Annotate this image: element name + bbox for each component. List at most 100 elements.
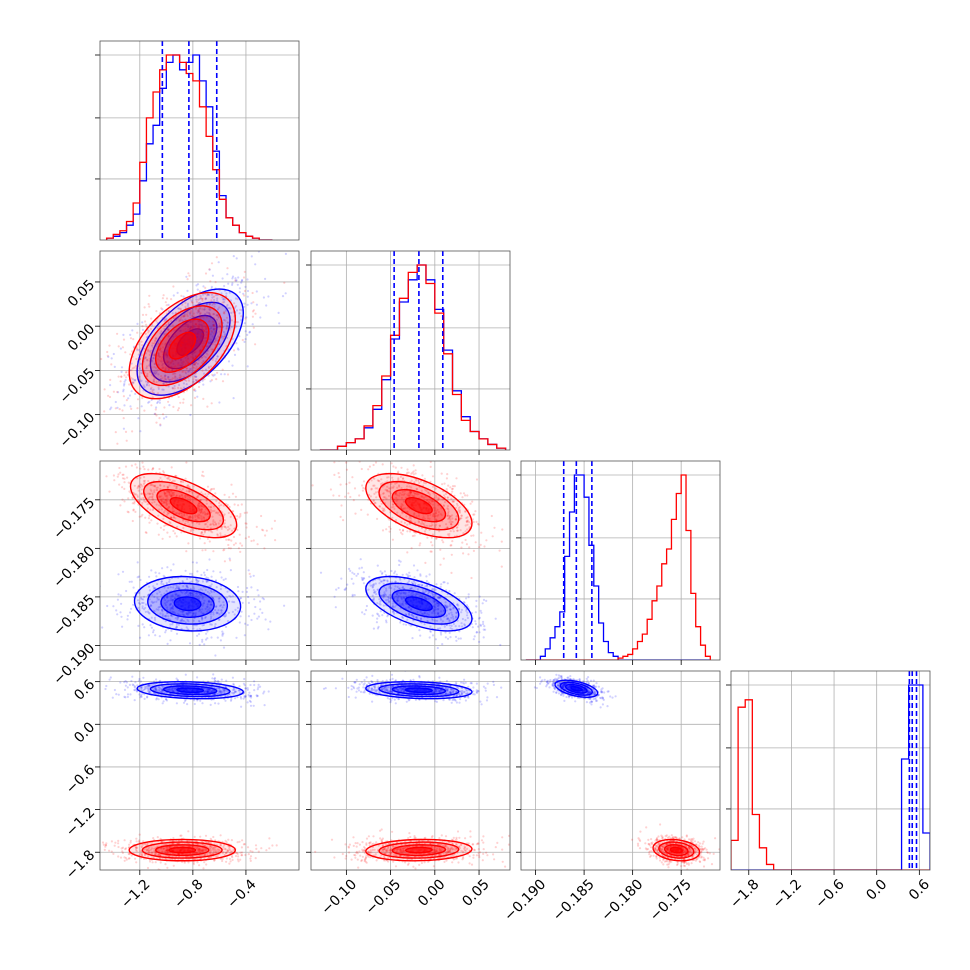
sample-point — [217, 597, 220, 600]
sample-point — [204, 313, 207, 316]
sample-point — [218, 618, 221, 621]
sample-point — [201, 345, 204, 348]
sample-point — [163, 491, 166, 495]
sample-point — [200, 361, 203, 364]
sample-point — [409, 490, 413, 493]
sample-point — [162, 388, 165, 391]
sample-point — [184, 327, 187, 330]
sample-point — [121, 473, 124, 476]
sample-point — [265, 304, 268, 307]
sample-point — [477, 625, 480, 628]
sample-point — [490, 514, 493, 518]
sample-point — [433, 600, 436, 603]
sample-point — [176, 485, 179, 488]
sample-point — [466, 519, 469, 522]
sample-point — [433, 605, 436, 609]
sample-point — [191, 521, 194, 524]
sample-point — [134, 681, 137, 684]
sample-point — [206, 293, 210, 296]
sample-point — [131, 497, 134, 500]
sample-point — [345, 483, 348, 486]
sample-point — [215, 357, 218, 360]
sample-point — [391, 605, 394, 609]
sample-point — [220, 609, 223, 612]
sample-point — [222, 335, 225, 338]
sample-point — [171, 507, 174, 510]
sample-point — [122, 417, 125, 420]
histogram-red-series — [525, 474, 711, 660]
sample-point — [359, 558, 362, 561]
sample-point — [234, 277, 237, 280]
sample-point — [244, 317, 247, 320]
sample-point — [208, 268, 211, 271]
sample-point — [177, 386, 180, 389]
sample-point — [246, 278, 249, 281]
sample-point — [214, 579, 218, 582]
sample-point — [462, 532, 465, 535]
sample-point — [128, 580, 131, 583]
sample-point — [390, 569, 393, 573]
sample-point — [197, 503, 200, 506]
sample-point — [131, 502, 134, 505]
sample-point — [203, 531, 206, 534]
sample-point — [164, 347, 167, 351]
sample-point — [168, 310, 171, 314]
sample-point — [157, 352, 160, 355]
sample-point — [431, 523, 434, 527]
sample-point — [234, 697, 237, 700]
sample-point — [362, 480, 366, 483]
sample-point — [194, 350, 197, 353]
sample-point — [124, 680, 127, 683]
sample-point — [427, 613, 430, 616]
sample-point — [158, 467, 161, 471]
sample-point — [397, 477, 400, 480]
sample-point — [197, 385, 201, 389]
sample-point — [203, 372, 206, 375]
sample-point — [166, 364, 169, 367]
sample-point — [141, 461, 144, 464]
sample-point — [226, 619, 230, 623]
sample-point — [147, 401, 150, 404]
sample-point — [371, 584, 374, 587]
sample-point — [213, 521, 217, 524]
sample-point — [436, 646, 439, 650]
sample-point — [219, 587, 222, 591]
sample-point — [150, 404, 153, 407]
sample-point — [333, 595, 336, 598]
sample-point — [455, 515, 458, 518]
sample-point — [126, 618, 129, 621]
sample-point — [139, 636, 142, 639]
sample-point — [142, 480, 145, 483]
sample-point — [196, 496, 199, 499]
sample-point — [421, 474, 424, 477]
sample-point — [124, 351, 127, 354]
sample-point — [182, 398, 185, 401]
sample-point — [234, 495, 237, 498]
sample-point — [189, 313, 192, 316]
sample-point — [380, 502, 383, 505]
sample-point — [405, 515, 408, 518]
sample-point — [382, 594, 385, 597]
sample-point — [450, 497, 453, 500]
sample-point — [422, 496, 426, 499]
sample-point — [283, 604, 286, 607]
sample-point — [169, 623, 172, 626]
sample-point — [246, 701, 249, 704]
sample-point — [184, 495, 187, 499]
sample-point — [428, 499, 432, 502]
sample-point — [188, 611, 191, 614]
sample-point — [148, 585, 151, 588]
sample-point — [138, 375, 141, 378]
sample-point — [243, 677, 246, 681]
sample-point — [332, 494, 335, 497]
sample-point — [382, 604, 385, 607]
sample-point — [411, 534, 414, 538]
sample-point — [115, 609, 118, 612]
sample-point — [376, 617, 379, 620]
sample-point — [164, 615, 167, 618]
sample-point — [199, 329, 202, 332]
sample-point — [201, 597, 204, 600]
sample-point — [406, 510, 409, 513]
sample-point — [158, 401, 161, 404]
sample-point — [223, 373, 226, 376]
